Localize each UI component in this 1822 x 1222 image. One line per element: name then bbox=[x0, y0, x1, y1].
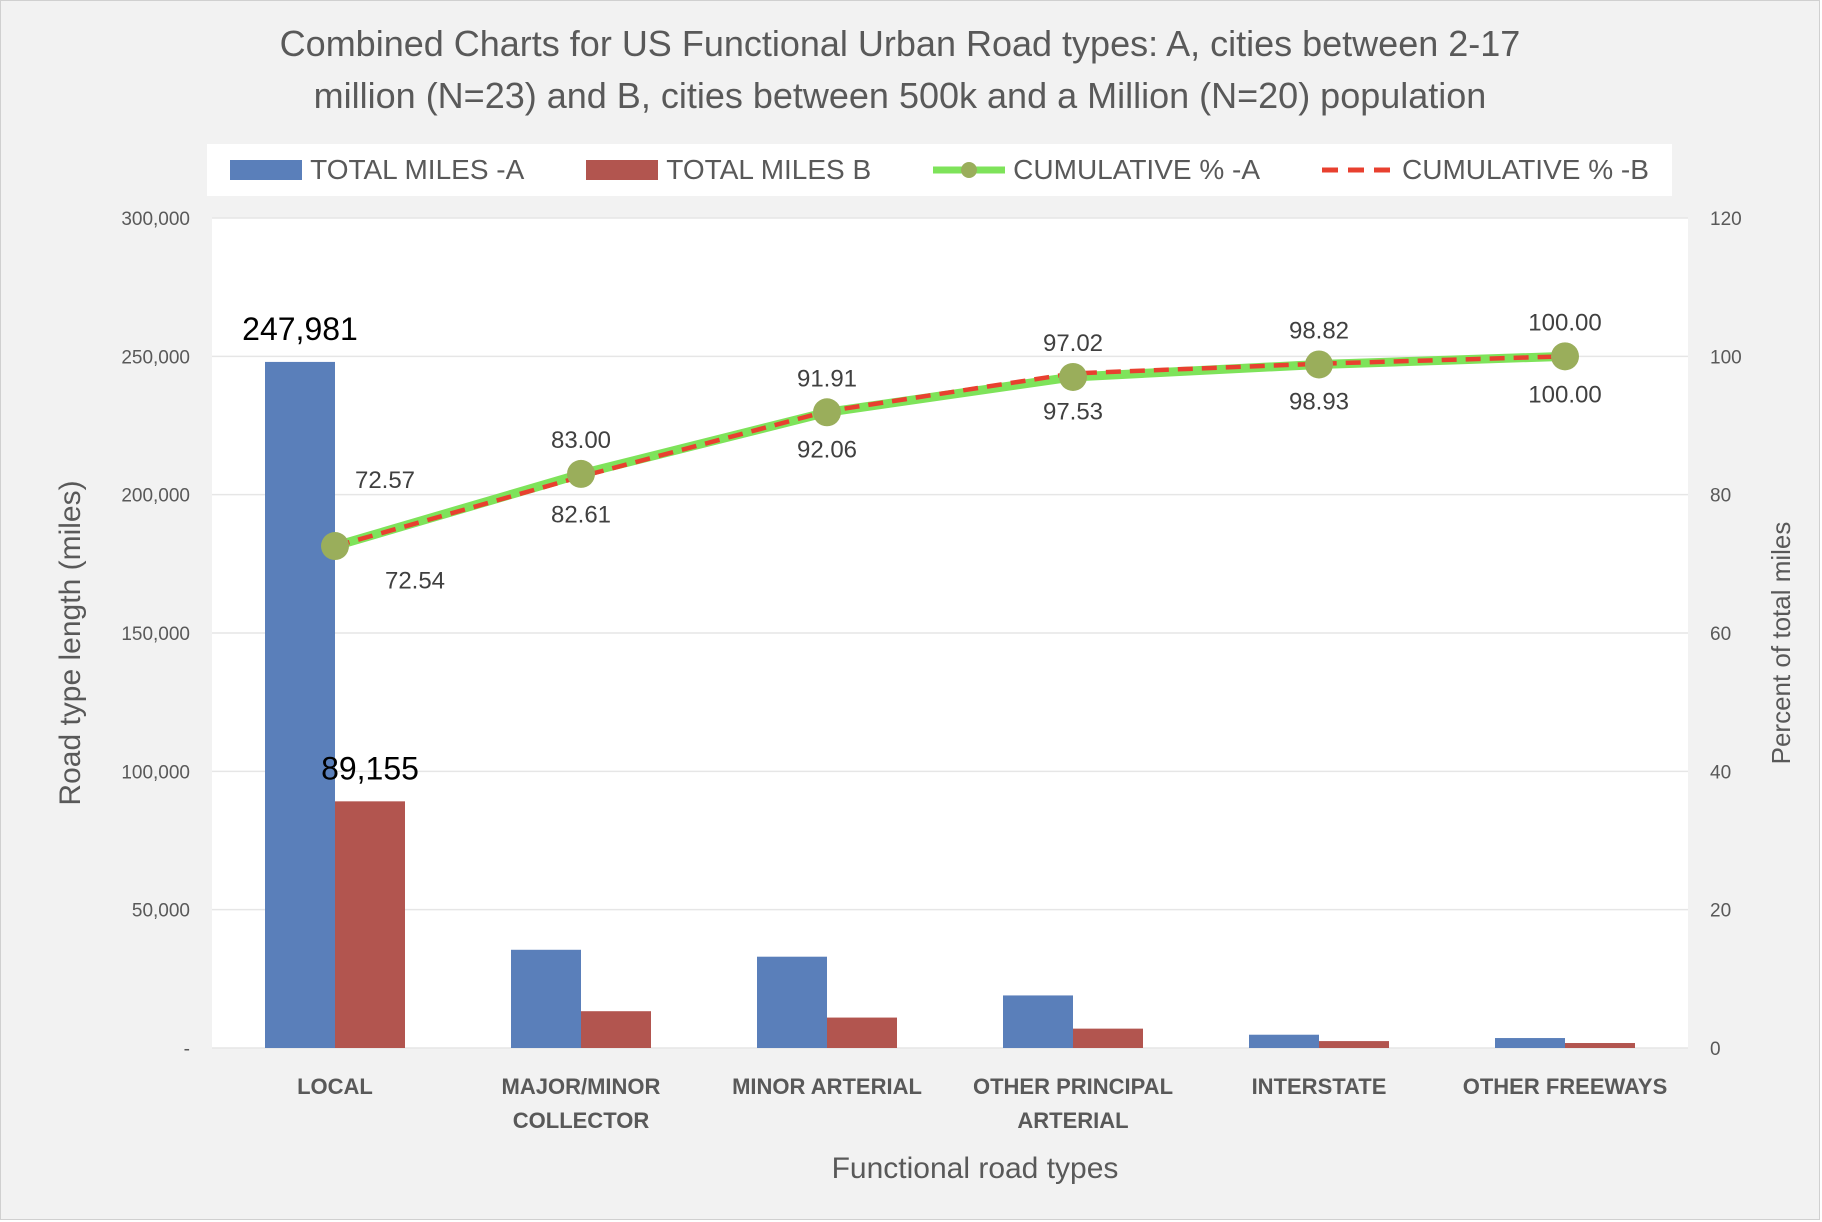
legend-swatch-red bbox=[586, 160, 659, 180]
chart-title: Combined Charts for US Functional Urban … bbox=[150, 18, 1650, 122]
y-tick-label-left: 250,000 bbox=[121, 347, 190, 368]
bar bbox=[1565, 1043, 1635, 1048]
line-cumulative-b bbox=[334, 354, 1566, 549]
y-tick-label-left: 100,000 bbox=[121, 762, 190, 783]
bar bbox=[1319, 1041, 1389, 1048]
legend-label-cumulative-a: CUMULATIVE % -A bbox=[1013, 154, 1261, 185]
bar bbox=[581, 1011, 651, 1048]
bar bbox=[827, 1017, 897, 1048]
x-category-label: ARTERIAL bbox=[1017, 1108, 1128, 1133]
marker-cumulative-a bbox=[567, 459, 595, 488]
legend-swatch-blue bbox=[230, 160, 303, 180]
bar bbox=[757, 956, 827, 1048]
bar bbox=[511, 949, 581, 1048]
cumulative-lines bbox=[321, 342, 1579, 561]
x-axis-title: Functional road types bbox=[832, 1152, 1119, 1185]
bar bbox=[1073, 1028, 1143, 1048]
marker-cumulative-a bbox=[1059, 362, 1087, 391]
y-tick-label-right: 0 bbox=[1710, 1039, 1721, 1060]
marker-cumulative-a bbox=[1551, 342, 1579, 371]
legend-label-total-miles-a: TOTAL MILES -A bbox=[310, 154, 525, 185]
marker-cumulative-a bbox=[321, 532, 349, 561]
bar bbox=[265, 361, 335, 1049]
legend-swatch-red-dash bbox=[1322, 167, 1395, 173]
bar bbox=[1495, 1038, 1565, 1048]
y-axis-title-left: Road type length (miles) bbox=[54, 480, 87, 805]
bar bbox=[335, 801, 405, 1048]
line-data-label-a: 91.91 bbox=[797, 365, 857, 392]
legend-label-total-miles-b: TOTAL MILES B bbox=[666, 154, 872, 185]
bar bbox=[1003, 995, 1073, 1048]
y-tick-label-left: - bbox=[184, 1039, 190, 1060]
x-category-label: OTHER PRINCIPAL bbox=[973, 1074, 1173, 1099]
x-category-label: COLLECTOR bbox=[513, 1108, 650, 1133]
marker-cumulative-a bbox=[1305, 350, 1333, 379]
y-axis-title-right: Percent of total miles bbox=[1766, 522, 1796, 765]
bars bbox=[265, 361, 1635, 1049]
line-data-label-a: 72.57 bbox=[355, 467, 415, 494]
legend-label-cumulative-b: CUMULATIVE % -B bbox=[1402, 154, 1649, 185]
x-category-label: MAJOR/MINOR bbox=[502, 1074, 661, 1099]
x-category-label: MINOR ARTERIAL bbox=[732, 1074, 922, 1099]
axes: - 0 50,000 20 100,000 40 150,000 60 200,000 80 250… bbox=[54, 209, 1796, 1185]
y-tick-label-left: 200,000 bbox=[121, 486, 190, 507]
line-data-label-b: 92.06 bbox=[797, 436, 857, 463]
legend-item-cumulative-b: CUMULATIVE % -B bbox=[1322, 154, 1649, 186]
legend-item-total-miles-b: TOTAL MILES B bbox=[586, 154, 871, 186]
bar-data-label: 247,981 bbox=[242, 311, 358, 347]
y-tick-label-right: 80 bbox=[1710, 486, 1731, 507]
bar-data-label: 89,155 bbox=[321, 750, 419, 786]
y-tick-label-right: 20 bbox=[1710, 901, 1731, 922]
line-data-label-b: 72.54 bbox=[385, 567, 445, 594]
x-category-label: LOCAL bbox=[297, 1074, 373, 1099]
y-tick-label-right: 100 bbox=[1710, 347, 1742, 368]
legend-item-cumulative-a: CUMULATIVE % -A bbox=[933, 154, 1260, 186]
chart-title-line-2: million (N=23) and B, cities between 500… bbox=[313, 75, 1487, 116]
y-tick-label-right: 120 bbox=[1710, 209, 1742, 230]
data-labels: 247,981 89,155 72.57 83.00 91.91 97.02 98.82 10… bbox=[242, 309, 1602, 786]
line-data-label-b: 82.61 bbox=[551, 502, 611, 529]
bar bbox=[1249, 1034, 1319, 1048]
line-data-label-a: 98.82 bbox=[1289, 317, 1349, 344]
y-tick-label-left: 300,000 bbox=[121, 209, 190, 230]
y-tick-label-right: 60 bbox=[1710, 624, 1731, 645]
line-data-label-a: 97.02 bbox=[1043, 330, 1103, 357]
line-data-label-b: 97.53 bbox=[1043, 398, 1103, 425]
legend-item-total-miles-a: TOTAL MILES -A bbox=[230, 154, 524, 186]
line-data-label-a: 83.00 bbox=[551, 427, 611, 454]
legend-swatch-green-line bbox=[933, 162, 1006, 178]
y-tick-label-right: 40 bbox=[1710, 762, 1731, 783]
y-tick-label-left: 50,000 bbox=[132, 901, 190, 922]
line-data-label-b: 98.93 bbox=[1289, 389, 1349, 416]
line-data-label-a: 100.00 bbox=[1528, 309, 1601, 336]
y-tick-label-left: 150,000 bbox=[121, 624, 190, 645]
x-category-label: INTERSTATE bbox=[1252, 1074, 1387, 1099]
marker-cumulative-a bbox=[813, 398, 841, 427]
line-data-label-b: 100.00 bbox=[1528, 381, 1601, 408]
chart-title-line-1: Combined Charts for US Functional Urban … bbox=[279, 23, 1521, 64]
x-category-label: OTHER FREEWAYS bbox=[1463, 1074, 1668, 1099]
chart-legend: TOTAL MILES -A TOTAL MILES B CUMULATIVE … bbox=[207, 144, 1672, 196]
